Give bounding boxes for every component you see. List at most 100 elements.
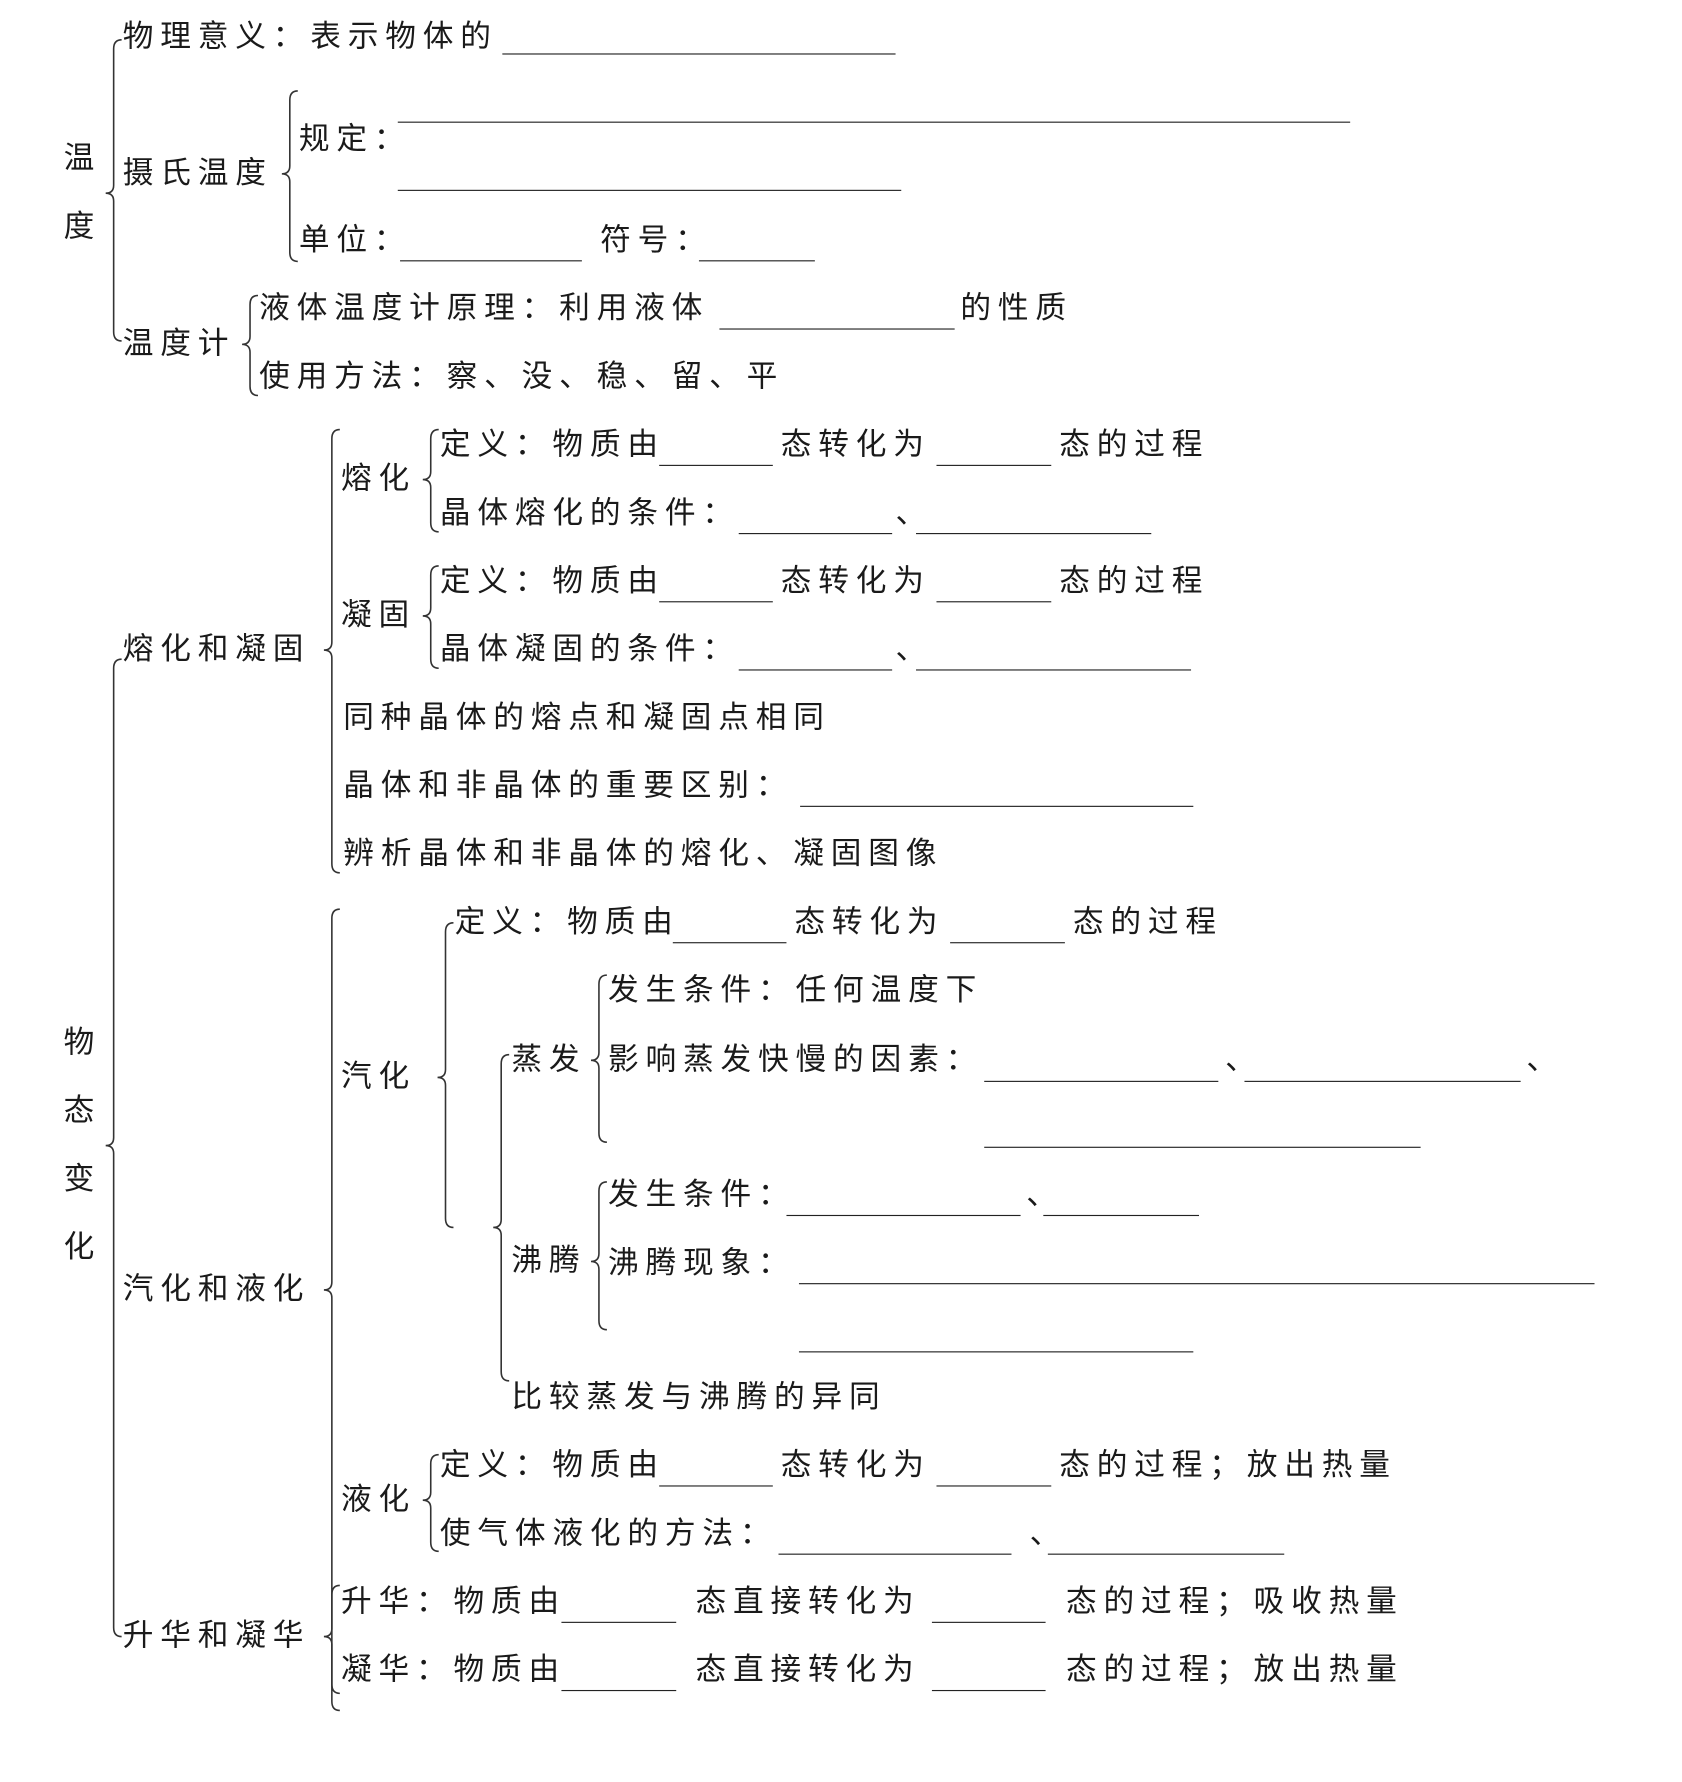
same-point-text: 同种晶体的熔点和凝固点相同 bbox=[343, 700, 831, 736]
celsius-rule-blank-2[interactable] bbox=[397, 189, 902, 191]
sublime-from-blank[interactable] bbox=[561, 1621, 677, 1623]
thermometer-label: 温度计 bbox=[122, 326, 236, 362]
liquefaction-def-b: 态转化为 bbox=[780, 1447, 931, 1484]
evaporation-factor-blank-3[interactable] bbox=[984, 1146, 1421, 1148]
boiling-condition-blank-1[interactable] bbox=[786, 1214, 1021, 1217]
curly-brace bbox=[493, 1053, 510, 1382]
vaporization-from-blank[interactable] bbox=[672, 942, 787, 944]
melting-from-blank[interactable] bbox=[659, 464, 773, 466]
evaporation-factor-blank-2[interactable] bbox=[1244, 1080, 1521, 1082]
meaning-blank[interactable] bbox=[502, 53, 896, 55]
separator: 、 bbox=[1029, 1516, 1068, 1552]
temperature-title-char: 度 bbox=[63, 209, 95, 245]
compare-text: 比较蒸发与沸腾的异同 bbox=[511, 1379, 887, 1415]
difference-label: 晶体和非晶体的重要区别： bbox=[343, 768, 794, 804]
melting-def-b: 态转化为 bbox=[780, 427, 931, 463]
evaporation-label: 蒸发 bbox=[511, 1042, 587, 1078]
liquefaction-method-blank-2[interactable] bbox=[1047, 1553, 1285, 1555]
curly-brace bbox=[422, 1453, 439, 1553]
evaporation-condition: 发生条件：任何温度下 bbox=[608, 972, 984, 1009]
vaporization-to-blank[interactable] bbox=[950, 942, 1065, 944]
boiling-label: 沸腾 bbox=[511, 1243, 587, 1279]
melt-solidify-label: 熔化和凝固 bbox=[122, 631, 311, 668]
celsius-unit-blank[interactable] bbox=[400, 260, 582, 262]
melting-label: 熔化 bbox=[340, 461, 416, 497]
state-change-title-char: 变 bbox=[63, 1161, 95, 1197]
melting-def-c: 态的过程 bbox=[1059, 427, 1210, 463]
thermometer-principle: 液体温度计原理：利用液体 bbox=[259, 290, 710, 327]
separator: 、 bbox=[895, 631, 934, 668]
sublimation-label: 升华和凝华 bbox=[122, 1618, 311, 1654]
state-change-title-char: 化 bbox=[63, 1229, 95, 1265]
boiling-condition: 发生条件： bbox=[608, 1177, 796, 1213]
boiling-phenomenon: 沸腾现象： bbox=[608, 1245, 796, 1281]
state-change-title-char: 物 bbox=[63, 1025, 95, 1061]
vaporization-def-a: 定义：物质由 bbox=[454, 904, 680, 940]
separator: 、 bbox=[1026, 1177, 1064, 1213]
liquefaction-def-c: 态的过程；放出热量 bbox=[1059, 1447, 1397, 1484]
liquefaction-from-blank[interactable] bbox=[659, 1485, 773, 1487]
celsius-symbol-label: 符号： bbox=[600, 222, 713, 258]
liquefaction-methods: 使气体液化的方法： bbox=[439, 1516, 778, 1552]
solidifying-condition-blank-2[interactable] bbox=[916, 669, 1192, 671]
celsius-unit-label: 单位： bbox=[298, 222, 412, 258]
graphs-text: 辨析晶体和非晶体的熔化、凝固图像 bbox=[343, 836, 944, 872]
curly-brace bbox=[422, 428, 439, 533]
curly-brace bbox=[437, 922, 454, 1229]
celsius-symbol-blank[interactable] bbox=[698, 260, 815, 262]
boiling-phenomenon-blank-2[interactable] bbox=[798, 1351, 1194, 1353]
solidifying-label: 凝固 bbox=[340, 597, 416, 634]
solidifying-def-c: 态的过程 bbox=[1059, 563, 1210, 599]
thermometer-usage: 使用方法：察、没、稳、留、平 bbox=[259, 359, 785, 395]
solidifying-from-blank[interactable] bbox=[659, 601, 773, 603]
curly-brace bbox=[105, 658, 122, 1638]
vaporization-label: 汽化 bbox=[340, 1059, 416, 1095]
melting-to-blank[interactable] bbox=[936, 464, 1052, 466]
vaporization-def-c: 态的过程 bbox=[1072, 904, 1223, 940]
sublime-to-blank[interactable] bbox=[931, 1621, 1046, 1623]
melting-condition: 晶体熔化的条件： bbox=[439, 495, 740, 531]
solidifying-condition-blank-1[interactable] bbox=[738, 669, 893, 671]
solidifying-to-blank[interactable] bbox=[936, 601, 1052, 603]
deposit-a: 凝华：物质由 bbox=[340, 1652, 566, 1688]
celsius-rule-label: 规定： bbox=[298, 121, 412, 157]
difference-blank[interactable] bbox=[800, 805, 1194, 807]
curly-brace bbox=[323, 908, 340, 1712]
separator: 、 bbox=[895, 495, 934, 531]
liquefaction-method-blank-1[interactable] bbox=[778, 1553, 1012, 1555]
boiling-condition-blank-2[interactable] bbox=[1043, 1214, 1200, 1217]
meaning-label: 物理意义：表示物体的 bbox=[122, 19, 498, 55]
celsius-label: 摄氏温度 bbox=[122, 155, 273, 191]
liquefaction-to-blank[interactable] bbox=[936, 1485, 1052, 1487]
liquefaction-label: 液化 bbox=[340, 1481, 416, 1518]
thermometer-principle-suffix: 的性质 bbox=[960, 290, 1073, 327]
sublime-a: 升华：物质由 bbox=[340, 1584, 566, 1620]
deposit-to-blank[interactable] bbox=[931, 1689, 1046, 1692]
separator: 、 bbox=[1225, 1042, 1263, 1078]
evaporation-factors: 影响蒸发快慢的因素： bbox=[608, 1042, 984, 1078]
curly-brace bbox=[422, 565, 439, 670]
solidifying-def-a: 定义：物质由 bbox=[439, 563, 665, 599]
celsius-rule-blank-1[interactable] bbox=[397, 121, 1351, 123]
liquefaction-def-a: 定义：物质由 bbox=[439, 1447, 665, 1484]
thermometer-principle-blank[interactable] bbox=[719, 328, 955, 330]
temperature-title-char: 温 bbox=[63, 140, 95, 177]
deposit-c: 态的过程；放出热量 bbox=[1066, 1652, 1404, 1688]
curly-brace bbox=[105, 38, 122, 342]
evaporation-factor-blank-1[interactable] bbox=[984, 1080, 1219, 1082]
melting-condition-blank-1[interactable] bbox=[738, 533, 893, 535]
melting-condition-blank-2[interactable] bbox=[916, 533, 1152, 535]
separator: 、 bbox=[1526, 1042, 1564, 1078]
boiling-phenomenon-blank-1[interactable] bbox=[798, 1283, 1595, 1285]
melting-def-a: 定义：物质由 bbox=[439, 427, 665, 463]
curly-brace bbox=[323, 1584, 340, 1695]
deposit-b: 态直接转化为 bbox=[695, 1652, 921, 1688]
deposit-from-blank[interactable] bbox=[561, 1689, 677, 1692]
vaporization-def-b: 态转化为 bbox=[794, 904, 945, 940]
sublime-b: 态直接转化为 bbox=[695, 1584, 921, 1620]
curly-brace bbox=[590, 974, 607, 1143]
curly-brace bbox=[281, 90, 298, 263]
solidifying-def-b: 态转化为 bbox=[780, 563, 931, 599]
